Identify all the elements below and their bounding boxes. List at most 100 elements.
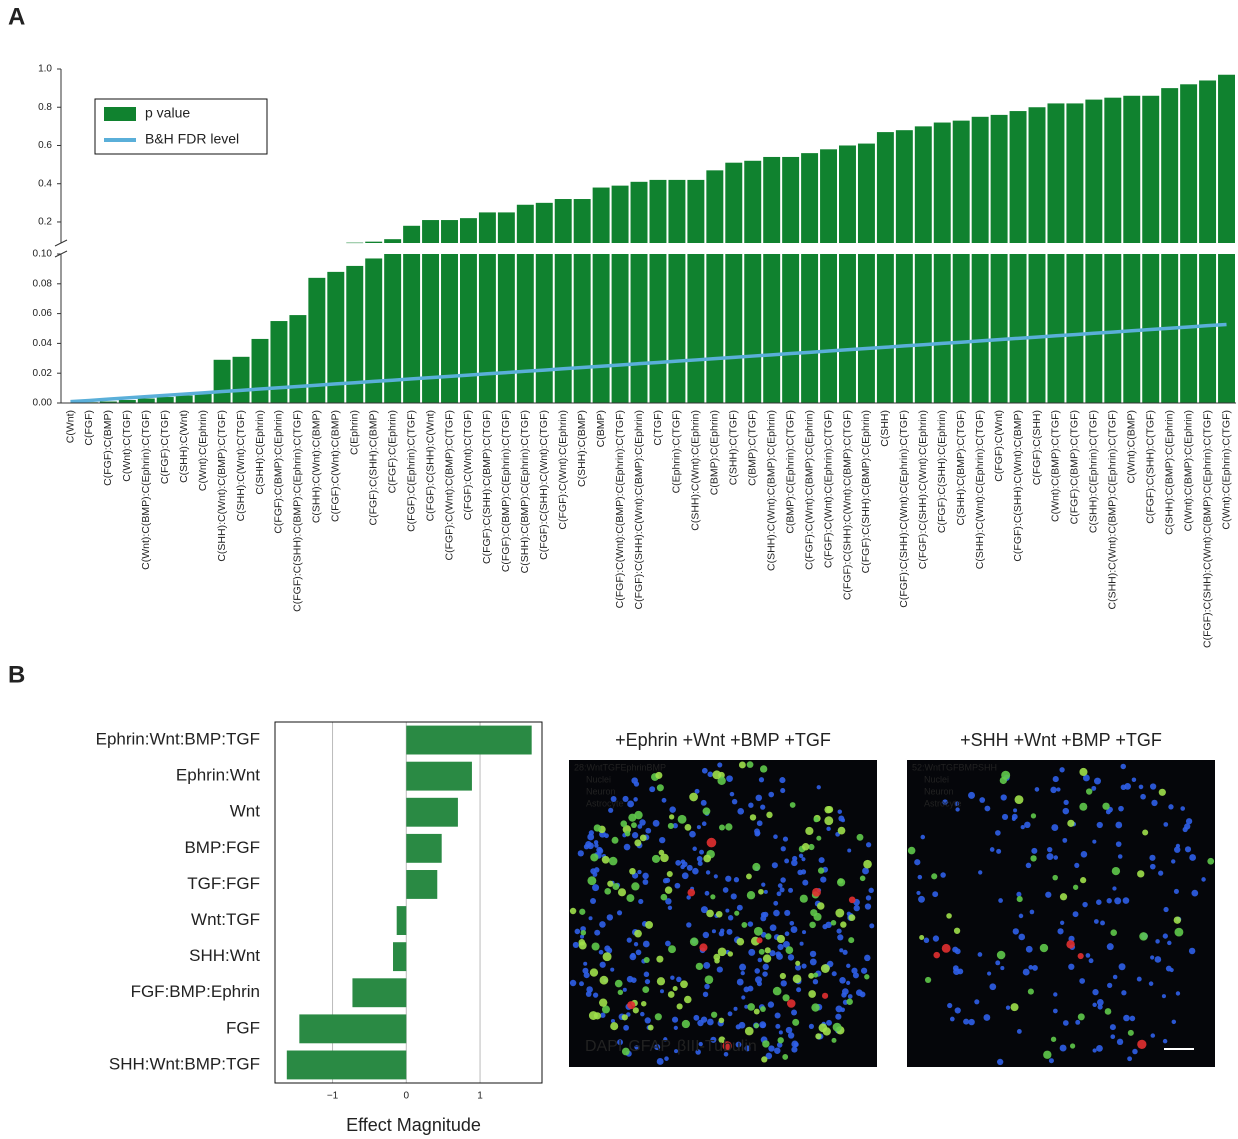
cell xyxy=(643,879,649,885)
cell xyxy=(725,823,732,830)
cell xyxy=(1105,1008,1112,1015)
cell xyxy=(1078,1013,1085,1020)
cell xyxy=(645,828,651,834)
image-title: +Ephrin +Wnt +BMP +TGF xyxy=(615,730,831,750)
cell xyxy=(579,981,584,986)
cell xyxy=(587,834,594,841)
cell xyxy=(597,848,603,854)
cell xyxy=(916,891,920,895)
figure: A B 0.20.40.60.81.00.000.020.040.060.080… xyxy=(0,0,1238,1139)
y-tick-label: FGF:BMP:Ephrin xyxy=(131,982,260,1001)
cell xyxy=(1180,806,1185,811)
cell xyxy=(754,1023,759,1028)
cell xyxy=(586,986,593,993)
cell xyxy=(734,911,739,916)
cell xyxy=(1149,855,1155,861)
cell xyxy=(1107,983,1112,988)
bar xyxy=(1047,103,1064,243)
cell xyxy=(717,762,722,767)
cell xyxy=(575,929,581,935)
y-tick-label: 1.0 xyxy=(38,64,52,75)
x-tick-label: C(FGF):C(Wnt):C(Ephrin):C(TGF) xyxy=(822,410,834,568)
cell xyxy=(1043,1051,1051,1059)
bar xyxy=(706,254,723,403)
cell xyxy=(919,935,924,940)
bar xyxy=(687,254,704,403)
x-tick-label: C(FGF):C(SHH):C(Wnt):C(BMP) xyxy=(1012,410,1024,562)
cell xyxy=(703,855,711,863)
cell xyxy=(1023,969,1030,976)
x-tick-label: C(SHH):C(BMP):C(Ephrin):C(TGF) xyxy=(519,410,531,573)
cell xyxy=(1074,863,1079,868)
cell xyxy=(761,1056,767,1062)
cell xyxy=(1123,897,1130,904)
x-tick-label: C(FGF):C(Wnt) xyxy=(993,410,1005,482)
cell xyxy=(755,976,762,983)
y-tick-label: SHH:Wnt xyxy=(189,946,260,965)
cell xyxy=(763,954,771,962)
cell xyxy=(746,874,752,880)
bar xyxy=(934,254,951,403)
cell xyxy=(763,964,769,970)
bar xyxy=(406,870,437,899)
cell xyxy=(1168,804,1173,809)
cell xyxy=(638,899,643,904)
cell xyxy=(748,803,753,808)
cell xyxy=(765,947,771,953)
cell xyxy=(579,941,587,949)
cell xyxy=(810,951,816,957)
cell xyxy=(940,872,946,878)
cell xyxy=(747,891,755,899)
cell xyxy=(682,1020,690,1028)
bar xyxy=(406,834,441,863)
bar xyxy=(346,243,363,244)
cell xyxy=(809,922,816,929)
cell xyxy=(690,937,699,946)
x-tick-label: C(TGF) xyxy=(652,410,664,446)
cell xyxy=(665,886,672,893)
cell xyxy=(824,806,831,813)
cell xyxy=(1112,867,1120,875)
bar xyxy=(441,254,458,403)
cell xyxy=(604,888,611,895)
cell xyxy=(1150,783,1156,789)
x-tick-label: C(BMP):C(Ephrin):C(TGF) xyxy=(784,410,796,534)
cell xyxy=(752,863,760,871)
cell xyxy=(780,788,785,793)
cell xyxy=(824,816,833,825)
cell xyxy=(718,948,727,957)
cell xyxy=(1086,953,1091,958)
cell xyxy=(854,905,860,911)
x-tick-label: C(FGF):C(Wnt):C(TGF) xyxy=(462,410,474,520)
bar xyxy=(687,180,704,243)
cell xyxy=(1174,916,1181,923)
cell xyxy=(1155,956,1162,963)
cell xyxy=(573,942,579,948)
cell xyxy=(1053,855,1058,860)
cell xyxy=(1030,910,1035,915)
bar xyxy=(1123,96,1140,243)
cell xyxy=(680,980,688,988)
cell xyxy=(714,958,720,964)
cell xyxy=(754,968,760,974)
cell xyxy=(655,772,662,779)
cell xyxy=(778,883,783,888)
cell xyxy=(918,896,925,903)
bar xyxy=(1047,254,1064,403)
cell xyxy=(869,888,874,893)
cell xyxy=(702,768,708,774)
cell xyxy=(1184,823,1190,829)
cell xyxy=(748,949,755,956)
x-tick-label: C(Wnt):C(Ephrin):C(TGF) xyxy=(1220,410,1232,530)
cell xyxy=(706,870,710,874)
y-tick-label: FGF xyxy=(226,1018,260,1037)
cell xyxy=(669,806,676,813)
bar xyxy=(744,161,761,243)
cell xyxy=(1163,907,1168,912)
cell xyxy=(1050,787,1056,793)
bar xyxy=(157,397,174,403)
cell xyxy=(998,898,1003,903)
cell xyxy=(763,912,769,918)
channel-label: Neuron xyxy=(586,786,616,796)
cell xyxy=(660,989,664,993)
